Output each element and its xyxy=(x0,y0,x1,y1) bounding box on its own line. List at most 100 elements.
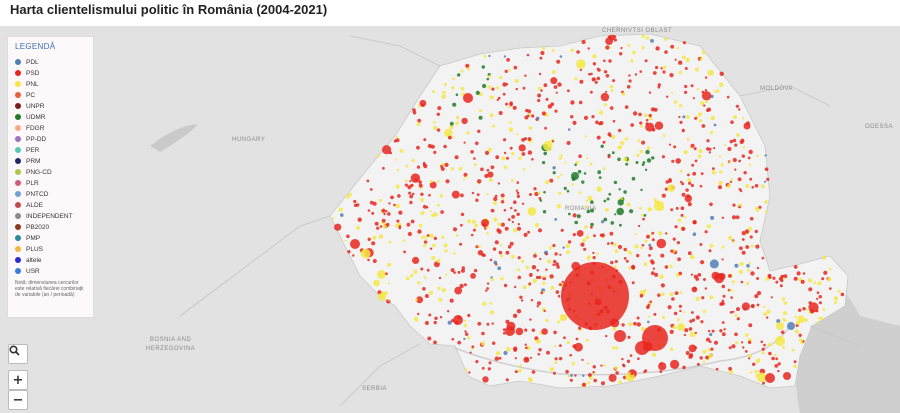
marker-pnl[interactable] xyxy=(699,57,703,61)
marker-pnl[interactable] xyxy=(690,254,695,260)
marker-psd[interactable] xyxy=(560,228,564,232)
marker-pnl[interactable] xyxy=(587,255,591,259)
marker-pnl[interactable] xyxy=(731,280,735,284)
marker-psd[interactable] xyxy=(383,212,386,216)
marker-psd[interactable] xyxy=(708,249,712,253)
marker-pnl[interactable] xyxy=(647,207,652,212)
marker-pnl[interactable] xyxy=(450,167,454,171)
marker-psd[interactable] xyxy=(537,98,541,103)
marker-pnl[interactable] xyxy=(458,166,463,171)
marker-psd[interactable] xyxy=(367,237,371,241)
marker-pnl[interactable] xyxy=(487,147,492,152)
marker-pnl[interactable] xyxy=(575,161,579,165)
marker-psd[interactable] xyxy=(664,50,668,54)
marker-pdl[interactable] xyxy=(650,39,654,43)
marker-pnl[interactable] xyxy=(794,329,799,334)
marker-psd[interactable] xyxy=(521,202,525,205)
marker-psd[interactable] xyxy=(677,257,681,262)
marker-psd[interactable] xyxy=(572,213,577,218)
marker-psd[interactable] xyxy=(461,117,468,125)
marker-pdl[interactable] xyxy=(463,337,466,341)
marker-pnl[interactable] xyxy=(429,233,434,239)
marker-pnl[interactable] xyxy=(586,157,589,160)
marker-psd[interactable] xyxy=(533,187,537,191)
marker-psd[interactable] xyxy=(670,44,675,49)
marker-psd[interactable] xyxy=(632,111,638,116)
marker-psd[interactable] xyxy=(715,367,719,371)
marker-psd[interactable] xyxy=(703,278,706,281)
marker-psd[interactable] xyxy=(732,310,735,313)
marker-psd[interactable] xyxy=(689,353,694,358)
marker-psd[interactable] xyxy=(509,146,513,150)
marker-psd[interactable] xyxy=(607,155,611,159)
marker-psd[interactable] xyxy=(503,208,507,212)
marker-udmr[interactable] xyxy=(574,220,578,225)
marker-psd[interactable] xyxy=(578,100,583,105)
marker-psd[interactable] xyxy=(545,268,548,271)
marker-psd[interactable] xyxy=(576,50,580,54)
marker-pnl[interactable] xyxy=(525,265,530,270)
marker-psd[interactable] xyxy=(596,76,601,81)
marker-psd[interactable] xyxy=(678,60,683,65)
marker-pnl[interactable] xyxy=(388,240,392,244)
marker-psd[interactable] xyxy=(472,228,476,232)
marker-psd[interactable] xyxy=(579,68,583,72)
marker-pnl[interactable] xyxy=(683,150,688,155)
marker-psd[interactable] xyxy=(409,200,413,205)
marker-psd[interactable] xyxy=(583,115,589,120)
marker-pnl[interactable] xyxy=(598,110,604,115)
marker-pdl[interactable] xyxy=(647,320,650,324)
marker-psd[interactable] xyxy=(639,293,644,298)
marker-psd[interactable] xyxy=(374,221,379,226)
marker-pnl[interactable] xyxy=(405,276,410,281)
marker-psd[interactable] xyxy=(612,79,616,83)
marker-pnl[interactable] xyxy=(671,91,674,94)
marker-udmr[interactable] xyxy=(643,214,647,217)
marker-psd[interactable] xyxy=(690,84,694,88)
marker-psd[interactable] xyxy=(452,227,458,232)
marker-udmr[interactable] xyxy=(617,199,624,206)
marker-psd[interactable] xyxy=(531,370,536,374)
marker-psd[interactable] xyxy=(678,115,681,119)
marker-psd[interactable] xyxy=(369,200,374,205)
marker-psd[interactable] xyxy=(641,243,645,247)
marker-psd[interactable] xyxy=(369,188,373,191)
marker-pnl[interactable] xyxy=(467,336,471,340)
marker-psd[interactable] xyxy=(567,240,572,244)
marker-pnl[interactable] xyxy=(566,340,570,345)
marker-udmr[interactable] xyxy=(574,163,577,167)
marker-pnl[interactable] xyxy=(646,146,651,150)
marker-psd[interactable] xyxy=(554,109,558,113)
marker-pnl[interactable] xyxy=(489,310,494,315)
marker-psd[interactable] xyxy=(450,268,455,273)
marker-pnl[interactable] xyxy=(558,156,562,160)
marker-psd[interactable] xyxy=(729,310,733,314)
marker-psd[interactable] xyxy=(674,291,679,295)
marker-pnl[interactable] xyxy=(500,276,504,281)
marker-pnl[interactable] xyxy=(641,214,644,217)
marker-psd[interactable] xyxy=(756,303,760,307)
marker-psd[interactable] xyxy=(636,253,640,258)
marker-psd[interactable] xyxy=(540,50,545,56)
marker-pnl[interactable] xyxy=(399,149,404,153)
marker-psd[interactable] xyxy=(505,326,515,336)
marker-psd[interactable] xyxy=(538,275,542,279)
marker-pdl[interactable] xyxy=(567,128,571,131)
marker-pnl[interactable] xyxy=(721,245,725,249)
marker-pnl[interactable] xyxy=(637,139,641,142)
marker-pnl[interactable] xyxy=(614,249,619,254)
marker-pnl[interactable] xyxy=(694,67,699,72)
marker-psd[interactable] xyxy=(543,309,546,313)
marker-psd[interactable] xyxy=(385,210,388,213)
marker-psd[interactable] xyxy=(552,263,555,266)
marker-udmr[interactable] xyxy=(597,170,602,175)
marker-pdl[interactable] xyxy=(682,115,686,119)
marker-psd[interactable] xyxy=(623,257,627,260)
marker-psd[interactable] xyxy=(494,194,498,198)
marker-pdl[interactable] xyxy=(503,350,508,356)
marker-psd[interactable] xyxy=(475,360,479,364)
marker-psd[interactable] xyxy=(570,115,574,119)
marker-psd[interactable] xyxy=(505,250,510,255)
marker-psd[interactable] xyxy=(536,305,539,308)
marker-psd[interactable] xyxy=(563,336,566,340)
